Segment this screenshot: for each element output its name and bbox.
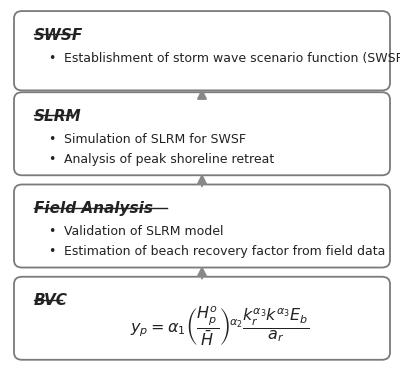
- Text: SWSF: SWSF: [34, 28, 83, 43]
- Text: BVC: BVC: [34, 293, 68, 308]
- Text: Estimation of beach recovery factor from field data: Estimation of beach recovery factor from…: [64, 245, 385, 258]
- FancyBboxPatch shape: [14, 11, 390, 90]
- Text: Analysis of peak shoreline retreat: Analysis of peak shoreline retreat: [64, 153, 274, 166]
- Text: Field Analysis: Field Analysis: [34, 201, 153, 216]
- Text: Simulation of SLRM for SWSF: Simulation of SLRM for SWSF: [64, 133, 246, 146]
- Text: Establishment of storm wave scenario function (SWSF): Establishment of storm wave scenario fun…: [64, 52, 400, 65]
- Text: SLRM: SLRM: [34, 109, 82, 124]
- Text: •: •: [48, 52, 55, 65]
- FancyBboxPatch shape: [14, 184, 390, 268]
- Text: •: •: [48, 225, 55, 238]
- Text: •: •: [48, 133, 55, 146]
- Text: $y_p = \alpha_1 \left(\dfrac{H_p^o}{\bar{H}}\right)^{\!\alpha_2} \dfrac{k_r^{\al: $y_p = \alpha_1 \left(\dfrac{H_p^o}{\bar…: [130, 305, 310, 348]
- Text: •: •: [48, 245, 55, 258]
- FancyBboxPatch shape: [14, 277, 390, 360]
- FancyBboxPatch shape: [14, 92, 390, 175]
- Text: Validation of SLRM model: Validation of SLRM model: [64, 225, 224, 238]
- Text: •: •: [48, 153, 55, 166]
